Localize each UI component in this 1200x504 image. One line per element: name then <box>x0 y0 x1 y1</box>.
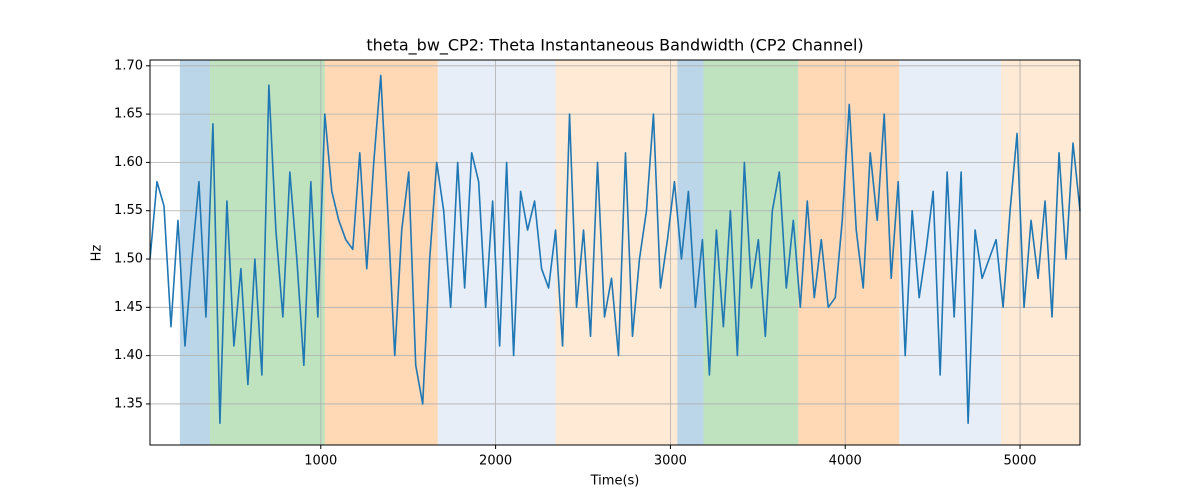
shaded-region <box>899 60 1001 445</box>
x-tick-label: 4000 <box>829 454 862 469</box>
plot-frame <box>149 59 1081 446</box>
shaded-region <box>324 60 438 445</box>
y-tick-label: 1.65 <box>114 107 143 122</box>
x-tick-label: 2000 <box>479 454 512 469</box>
y-tick-label: 1.50 <box>114 252 143 267</box>
y-tick-label: 1.40 <box>114 348 143 363</box>
x-tick-label: 3000 <box>654 454 687 469</box>
shaded-region <box>437 60 556 445</box>
shaded-region <box>703 60 799 445</box>
data-line <box>149 74 1081 425</box>
shaded-region <box>555 60 678 445</box>
shaded-region <box>179 60 210 445</box>
y-tick-label: 1.45 <box>114 300 143 315</box>
x-tick-label: 5000 <box>1003 454 1036 469</box>
y-axis-label: Hz <box>90 245 105 262</box>
y-tick-label: 1.70 <box>114 58 143 73</box>
x-tick-label: 1000 <box>304 454 337 469</box>
y-tick-label: 1.60 <box>114 155 143 170</box>
x-axis-label: Time(s) <box>590 474 640 489</box>
chart-title: theta_bw_CP2: Theta Instantaneous Bandwi… <box>366 36 863 56</box>
y-tick-label: 1.55 <box>114 203 143 218</box>
y-tick-label: 1.35 <box>114 396 143 411</box>
